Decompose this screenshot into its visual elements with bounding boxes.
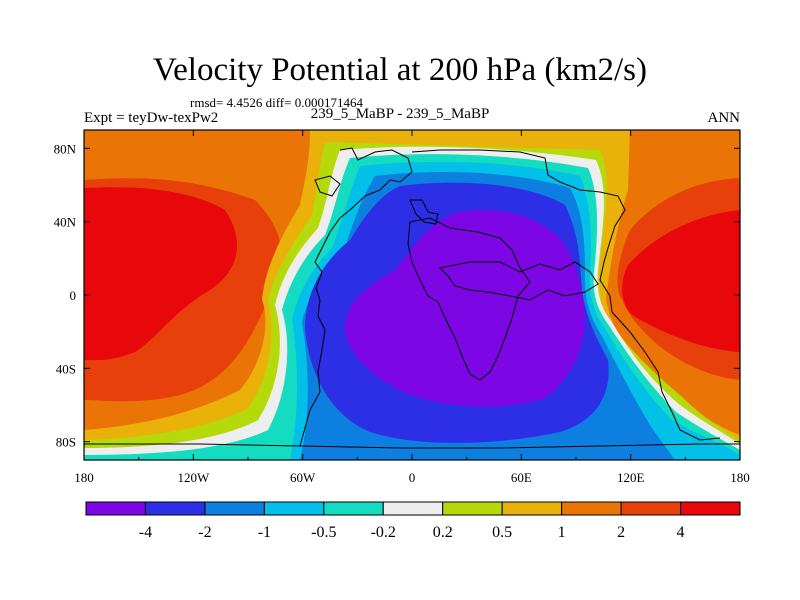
colorbar-swatch (620, 501, 682, 516)
outline-africa (407, 217, 531, 381)
y-axis: 80N 40N 0 40S 80S (54, 141, 740, 450)
colorbar-label: 1 (558, 524, 566, 541)
colorbar-swatch (144, 501, 206, 516)
colorbar-label: -1 (258, 524, 271, 541)
band-above-4-west (84, 187, 237, 361)
case-label: 239_5_MaBP - 239_5_MaBP (310, 106, 490, 122)
x-axis: 180 120W 60W 0 60E 120E 180 (74, 130, 750, 485)
experiment-label: Expt = teyDw-texPw2 (84, 110, 219, 126)
colorbar-swatch (501, 501, 563, 516)
x-tick-label: 180 (74, 470, 94, 485)
band-above-4-east (622, 210, 740, 352)
y-tick-label: 0 (70, 288, 77, 303)
y-tick-label: 80S (56, 435, 76, 450)
season-label: ANN (707, 110, 741, 126)
colorbar-label: 2 (617, 524, 625, 541)
chart-title: Velocity Potential at 200 hPa (km2/s) (152, 52, 648, 88)
colorbar-swatch (442, 501, 503, 516)
colorbar-label: 0.2 (433, 524, 453, 541)
continent-outlines (84, 147, 740, 449)
contour-fill (84, 130, 740, 460)
y-tick-label: 40S (56, 361, 76, 376)
outline-antarctica (84, 443, 740, 449)
colorbar: -4 -2 -1 -0.5 -0.2 0.2 0.5 1 2 4 (85, 501, 741, 541)
y-tick-label: 40N (54, 215, 77, 230)
colorbar-label: -0.2 (371, 524, 396, 541)
outline-arabia-india (438, 261, 599, 301)
colorbar-label: -2 (198, 524, 211, 541)
x-tick-label: 60E (511, 470, 532, 485)
band-below-neg4 (345, 210, 585, 407)
outline-greenland-arctic (314, 175, 341, 197)
colorbar-swatch (382, 501, 444, 516)
rmsd-diff-stats: rmsd= 4.4526 diff= 0.000171464 (190, 95, 363, 110)
colorbar-label: -4 (139, 524, 152, 541)
colorbar-label: -0.5 (311, 524, 336, 541)
x-tick-label: 0 (409, 470, 416, 485)
outline-europe-block (409, 199, 439, 225)
x-tick-label: 60W (290, 470, 316, 485)
x-tick-label: 120E (617, 470, 645, 485)
colorbar-swatch (680, 501, 741, 516)
x-tick-label: 180 (730, 470, 750, 485)
outline-americas (299, 147, 413, 447)
colorbar-swatch (323, 501, 384, 516)
colorbar-label: 4 (677, 524, 685, 541)
x-tick-label: 120W (177, 470, 210, 485)
colorbar-label: 0.5 (492, 524, 512, 541)
outline-maritime-asia (611, 311, 721, 441)
colorbar-swatch (85, 501, 146, 516)
colorbar-swatch (204, 501, 265, 516)
y-tick-label: 80N (54, 141, 77, 156)
colorbar-swatch (561, 501, 622, 516)
outline-eurasia (411, 149, 626, 313)
colorbar-swatch (263, 501, 325, 516)
